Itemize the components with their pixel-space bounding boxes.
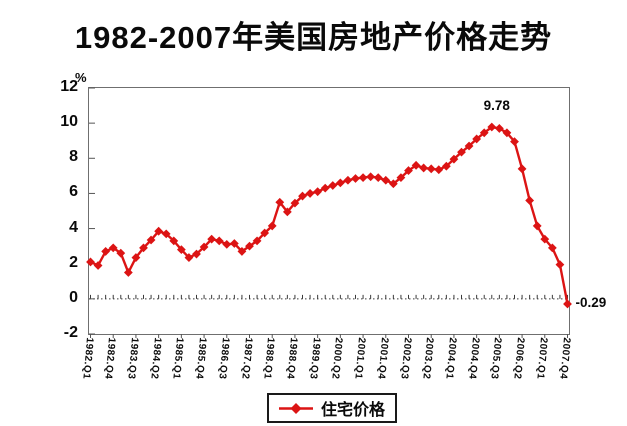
x-axis-tick-label: 2000.Q2 [329, 337, 345, 380]
plot-area [86, 87, 572, 338]
x-axis-tick-label: 2003.Q2 [420, 337, 436, 380]
price-line-series [86, 87, 572, 338]
x-axis-tick-label: 1984.Q2 [148, 337, 163, 380]
x-axis-tick-label: 1982.Q1 [79, 337, 95, 380]
x-axis-tick-label: 1989.Q3 [307, 337, 322, 380]
x-axis-tick-label: 1987.Q2 [238, 337, 254, 380]
x-axis-tick-label: 2004.Q1 [443, 337, 458, 380]
x-axis-tick-label: 1985.Q4 [193, 337, 209, 380]
x-axis-tick-label: 1988.Q1 [261, 337, 277, 380]
y-axis-tick-label: -2 [63, 324, 78, 341]
x-axis-tick-label: 2007.Q4 [556, 337, 572, 380]
y-axis-tick-label: 0 [69, 288, 78, 306]
y-axis-tick-label: 2 [69, 253, 78, 271]
x-axis-tick-label: 2007.Q1 [534, 337, 549, 380]
x-axis-tick-label: 1988.Q4 [284, 337, 299, 380]
x-axis-tick-label: 1986.Q3 [216, 337, 231, 380]
x-axis-tick-label: 1985.Q1 [170, 337, 186, 380]
x-axis-tick-label: 1983.Q3 [125, 337, 140, 380]
y-axis-tick-label: 4 [69, 218, 78, 236]
peak-value-label: 9.78 [483, 98, 510, 113]
final-value-label: -0.29 [575, 294, 607, 310]
y-axis-tick-label: 6 [69, 183, 78, 201]
y-axis-unit-label: % [75, 70, 87, 85]
x-axis-tick-label: 2006.Q2 [511, 337, 527, 380]
legend-label: 住宅价格 [321, 402, 386, 419]
x-axis-tick-label: 2004.Q4 [466, 337, 481, 380]
series-marker-icon [279, 402, 313, 414]
x-axis-tick-label: 1982.Q4 [102, 337, 118, 380]
x-axis-tick-label: 2002.Q3 [397, 337, 413, 380]
x-axis-tick-label: 2001.Q4 [375, 337, 390, 380]
chart-title: 1982-2007年美国房地产价格走势 [74, 20, 553, 55]
y-axis-tick-label: 8 [69, 148, 78, 166]
y-axis-tick-label: 10 [60, 113, 78, 131]
x-axis-tick-label: 2001.Q1 [352, 337, 368, 380]
legend: 住宅价格 [267, 393, 398, 423]
y-axis-tick-label: 12 [60, 78, 78, 95]
x-axis-tick-label: 2005.Q3 [488, 337, 504, 380]
